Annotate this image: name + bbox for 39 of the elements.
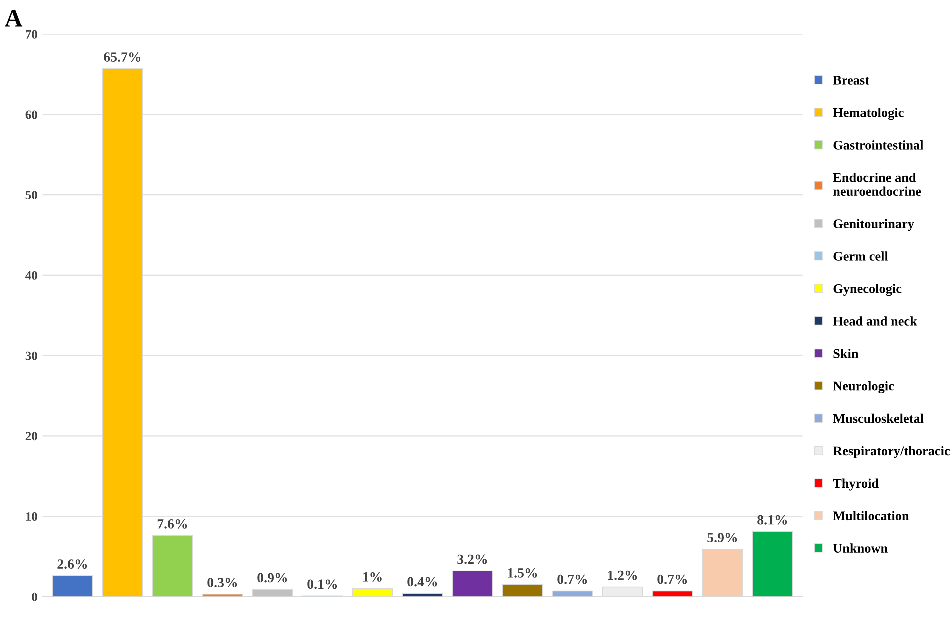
legend-label: Germ cell [834,252,888,261]
y-tick-label: 50 [26,191,38,200]
legend-label: Endocrine and neuroendocrine [833,172,922,196]
legend-label: Breast [833,76,870,85]
data-label: 3.2% [458,554,488,564]
y-tick-label: 30 [26,352,38,360]
data-label: 1.2% [608,570,638,580]
legend-label: Unknown [833,544,888,553]
data-label: 0.3% [208,578,238,588]
data-label: 0.9% [258,573,288,583]
legend-label: Gastrointestinal [834,140,924,150]
legend-label: Skin [834,348,859,358]
y-tick-label: 20 [26,432,38,441]
legend-label: Hematologic [833,108,904,120]
legend-label: Thyroid [833,478,879,491]
data-label: 0.7% [658,574,688,584]
y-tick-label: 10 [26,512,38,521]
legend-label: Head and neck [833,316,918,326]
data-label: 5.9% [708,533,738,543]
data-label: 1.5% [508,568,538,578]
data-label: 2.6% [58,560,88,570]
legend-label: Neurologic [833,381,894,394]
text: A [4,10,23,27]
y-tick-label: 40 [26,271,38,280]
data-label: 1% [363,572,382,582]
legend-label: Respiratory/thoracic [833,446,950,458]
legend-label: Gynecologic [834,284,902,296]
y-tick-label: 60 [26,110,38,120]
y-tick-label: 0 [32,592,38,602]
data-label: 7.6% [158,519,188,529]
data-label: 65.7% [104,52,141,62]
y-tick-label: 70 [26,30,38,39]
data-label: 0.7% [558,574,588,584]
legend-label: Genitourinary [834,219,914,232]
legend-label: Multilocation [833,511,910,521]
legend-label: Musculoskeletal [833,414,924,424]
data-label: 0.1% [308,580,338,590]
data-label: 8.1% [758,515,788,525]
data-label: 0.4% [408,577,438,587]
